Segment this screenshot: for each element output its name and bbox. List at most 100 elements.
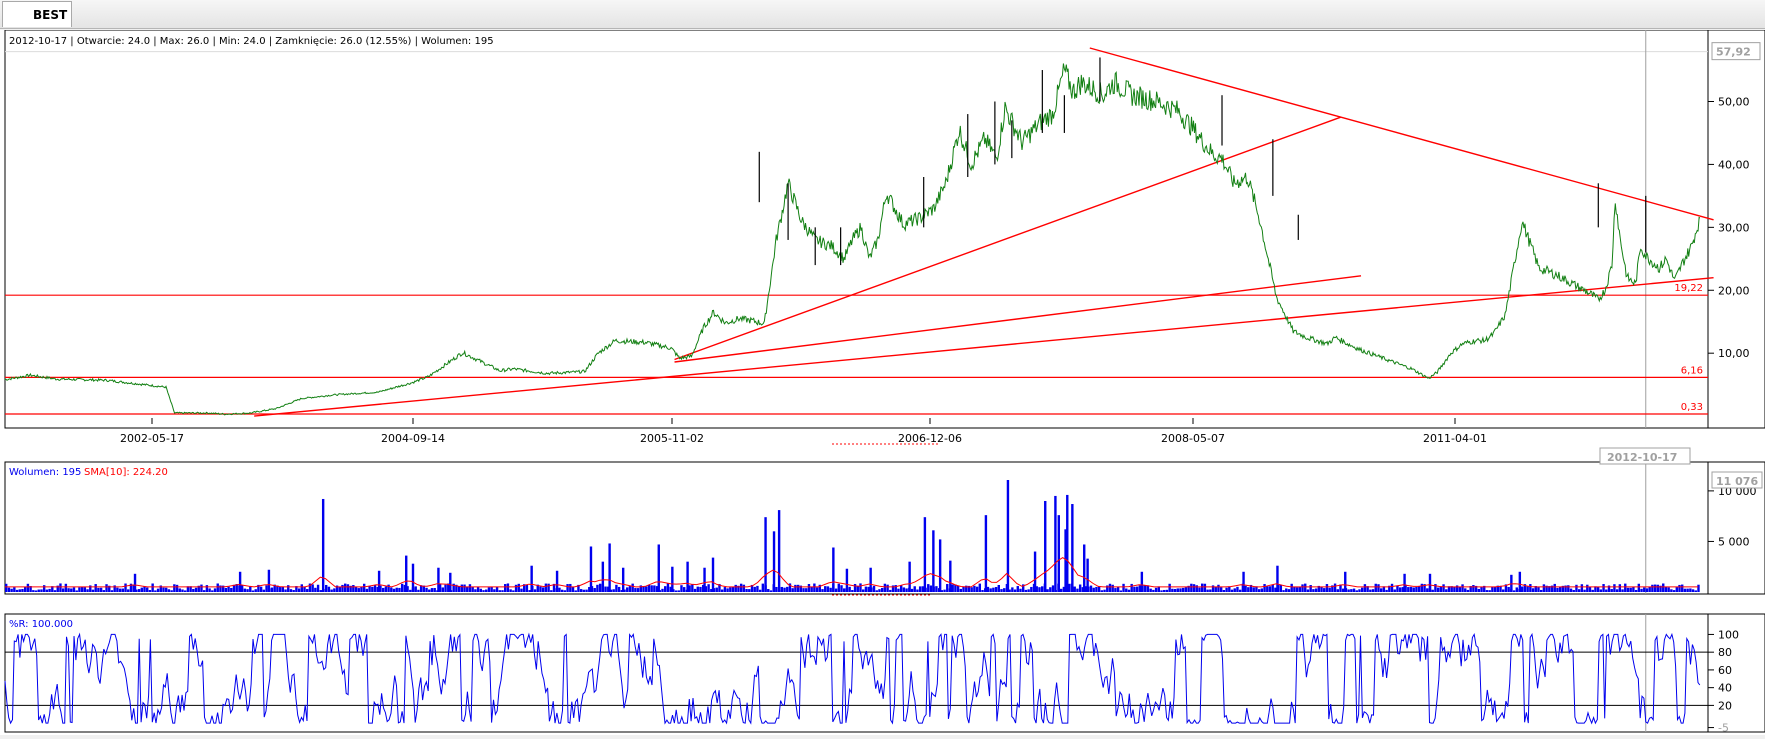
volume-bar [1263,584,1266,592]
volume-bar [1066,494,1069,592]
volume-bar [333,588,336,592]
volume-bar [1030,586,1033,592]
volume-bar [167,589,171,592]
volume-bar [173,584,176,592]
volume-bar [1071,504,1074,592]
volume-bar [1564,585,1567,592]
volume-bar [1106,585,1109,592]
volume-bar [428,589,431,592]
volume-bar [75,590,78,592]
volume-bar [1428,573,1432,592]
volume-bar [1575,584,1578,592]
volume-bar [832,547,835,592]
volume-bar [677,590,680,592]
volume-bar [1610,589,1613,592]
volume-bar [664,586,667,592]
volume-bar [1228,586,1231,592]
volume-bar [1279,584,1283,592]
volume-bar [1035,586,1038,592]
volume-bar [1152,589,1155,592]
volume-bar [1439,586,1443,592]
volume-bar [1103,589,1106,592]
volume-bar [711,557,715,592]
volume-bar [86,589,89,592]
volume-bar [183,590,187,592]
volume-bar [821,589,824,592]
volume-bar [1455,585,1459,592]
trend-line-3 [674,275,1362,363]
volume-bar [683,587,686,592]
volume-bar [398,587,401,592]
tab-best[interactable]: BEST [2,1,72,27]
volume-bar [861,589,865,592]
volume-bar [832,584,835,592]
cursor-date-box [1599,447,1691,465]
volume-bar [495,586,499,592]
volume-bar [1241,583,1245,592]
volume-bar [1044,500,1047,592]
volume-bar [1404,584,1407,592]
stock-chart-svg[interactable]: 19,22 6,16 0,33 2002-05-17 2004-09-14 2005-1… [0,29,1765,735]
volume-bar [1274,587,1277,592]
volume-bar [1523,584,1527,592]
volume-bar [1276,584,1280,592]
volume-bar [1312,589,1315,592]
volume-bar [189,586,192,592]
volume-bar [221,585,225,592]
volume-bar [1632,586,1635,592]
volume-bar [1179,588,1182,592]
volume-bar [1618,584,1622,592]
vol-max-box [1711,471,1763,489]
volume-bar [1577,589,1581,592]
volume-bar [346,584,350,592]
volume-bar [321,498,325,592]
volume-bar [1022,584,1025,592]
volume-bar [1032,583,1036,592]
volume-bar [1049,587,1052,592]
volume-bar [661,588,664,592]
volume-bar [1301,584,1304,592]
volume-bar [1385,589,1388,592]
volume-bar [923,517,927,592]
volume-bar [908,561,911,592]
volume-bar [1401,587,1405,592]
volume-bar [973,585,976,592]
volume-bar [108,585,111,592]
volume-bar [1423,584,1426,592]
volume-bar [786,586,789,592]
volume-bar [742,584,746,592]
volume-bar [691,584,694,592]
volume-bar [1073,586,1076,592]
volume-bar [1542,584,1546,592]
volume-bar [403,584,407,592]
volume-bar [61,588,65,592]
volume-bar [1320,586,1323,592]
chart-area[interactable]: 19,22 6,16 0,33 2002-05-17 2004-09-14 2005-1… [0,29,1765,735]
volume-bar [1496,585,1499,592]
volume-bar [910,588,914,592]
volume-bar [430,588,434,592]
x-tick-label-2: 2005-11-02 [640,432,704,445]
volume-bar [672,589,675,592]
volume-bar [1488,590,1491,592]
y-tick-label-3: 40,00 [1718,158,1750,171]
volume-bar [373,585,377,592]
volume-bar [696,586,699,592]
volume-bar [712,588,716,592]
volume-bar [1344,588,1348,592]
volume-bar [165,587,168,592]
volume-bar [1572,589,1575,592]
volume-bar [232,584,236,592]
volume-bar [1024,589,1028,592]
volume-bar [1287,589,1291,592]
volume-bar [466,587,469,592]
volume-bar [940,590,944,592]
volume-bar [1198,587,1201,592]
volume-bar [238,571,242,592]
volume-bar [504,584,507,592]
volume-bar [520,588,523,592]
volume-bar [639,585,643,592]
volume-bar [1271,584,1274,592]
volume-bar [1458,586,1462,592]
volume-bar [1580,584,1584,592]
